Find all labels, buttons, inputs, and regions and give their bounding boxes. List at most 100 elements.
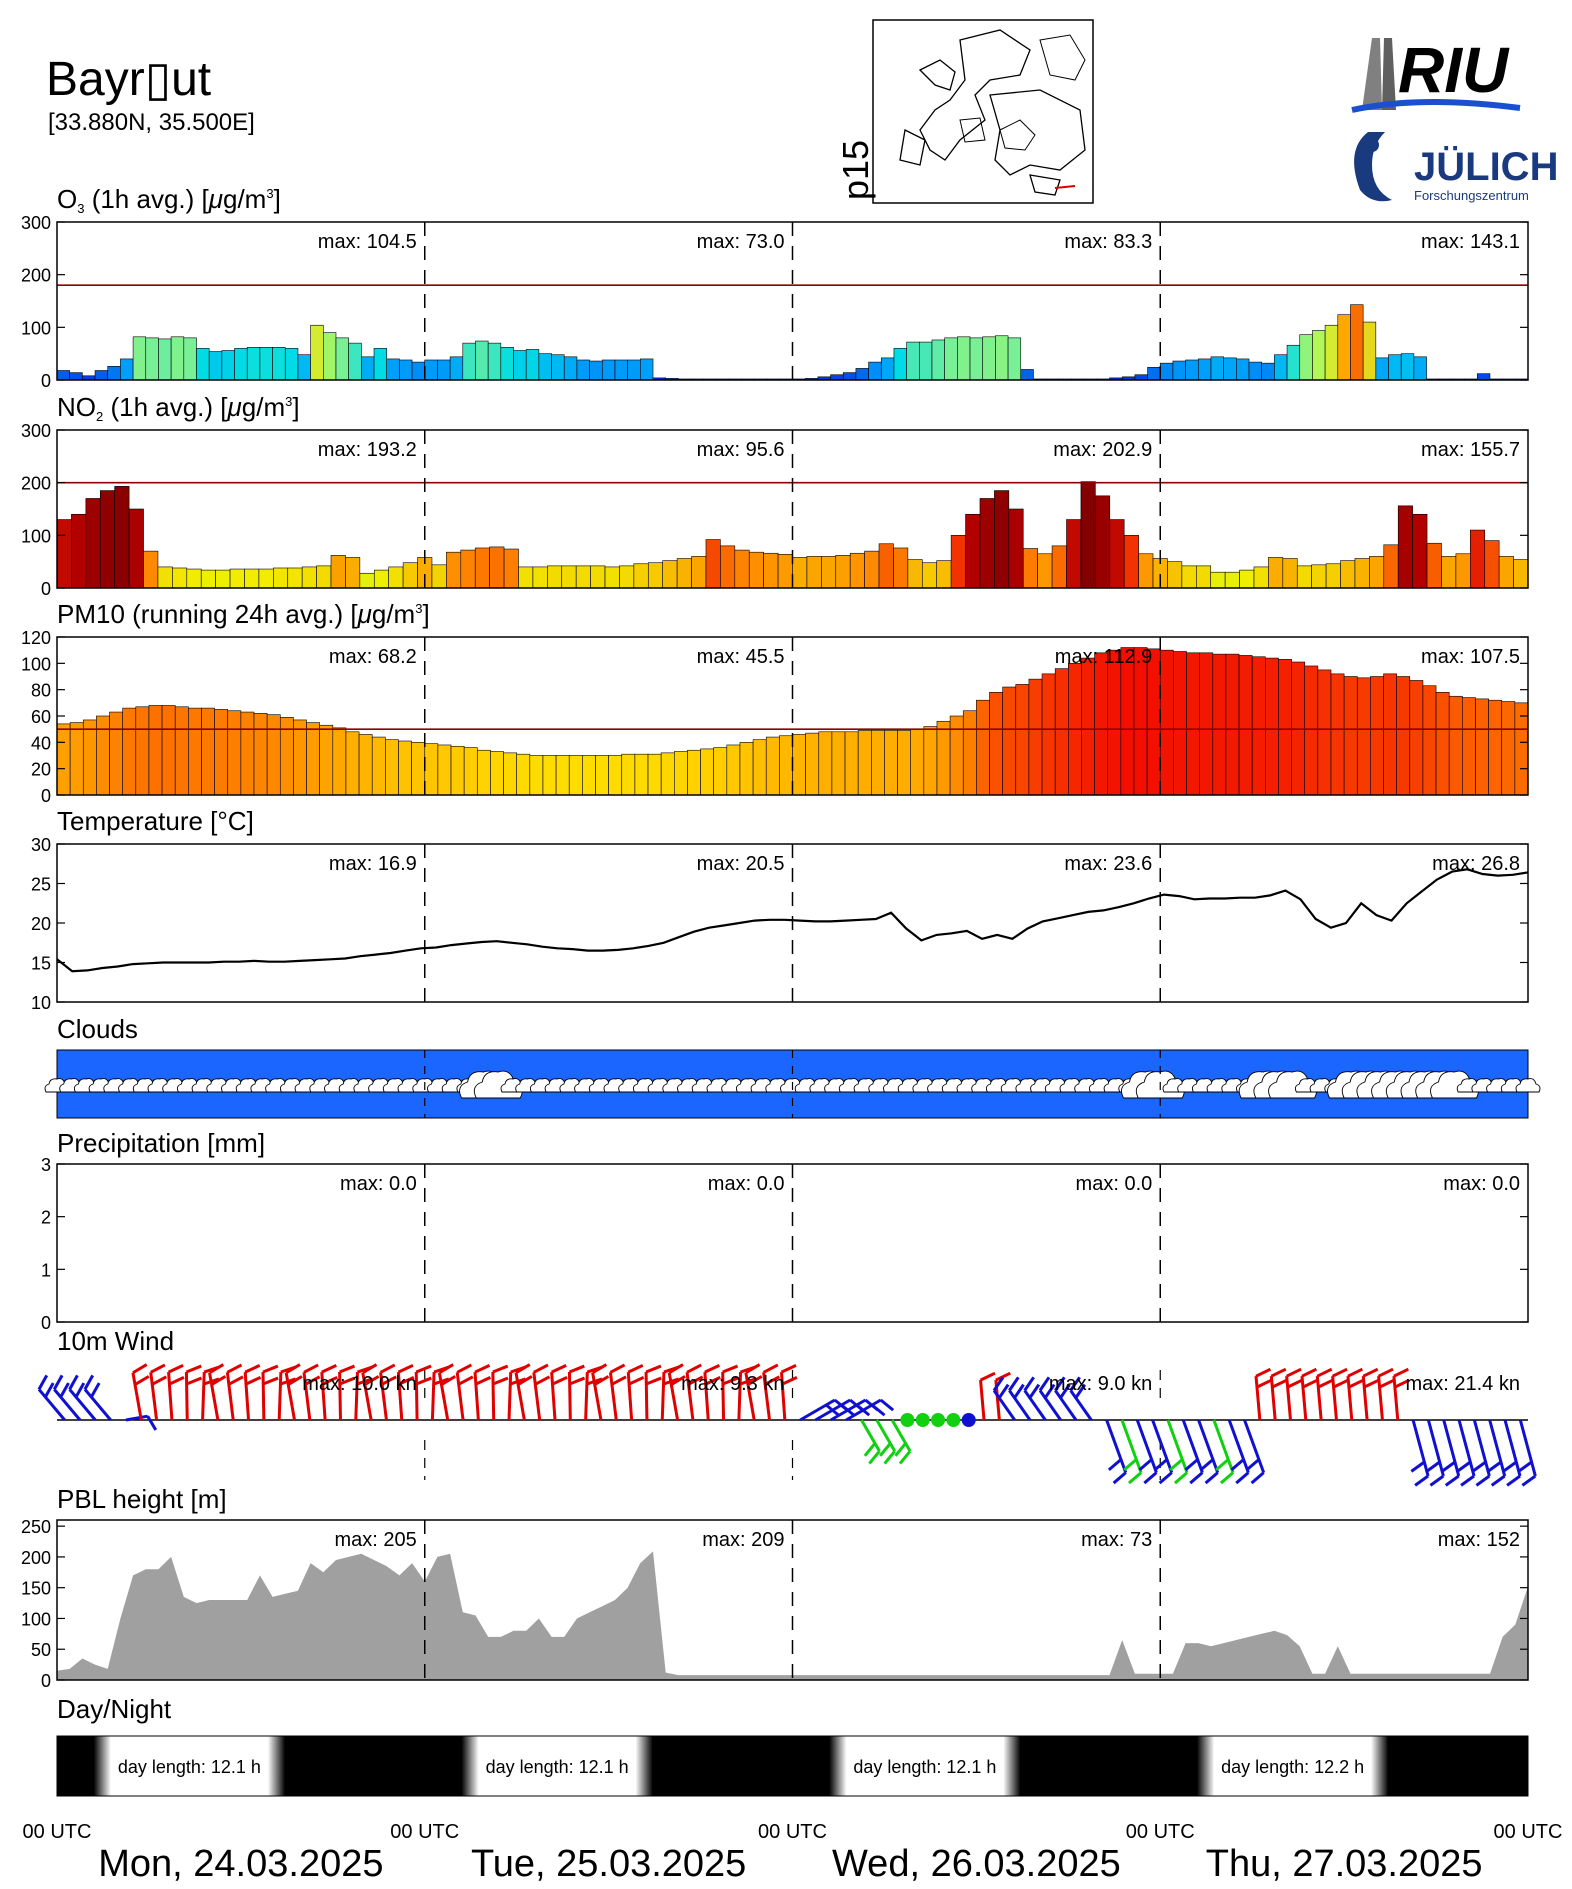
data-bar bbox=[1513, 559, 1529, 589]
day-length-label: day length: 12.1 h bbox=[853, 1757, 996, 1777]
data-bar bbox=[196, 348, 210, 381]
wind-barb-staff bbox=[550, 1372, 557, 1421]
wind-barb-staff bbox=[1181, 1419, 1204, 1474]
data-bar bbox=[1138, 553, 1154, 589]
wind-barb-feather bbox=[1255, 1367, 1272, 1378]
data-bar bbox=[1080, 481, 1096, 589]
data-bar bbox=[1007, 337, 1022, 381]
data-bar bbox=[1022, 548, 1038, 589]
wind-barb-staff bbox=[1331, 1376, 1338, 1421]
wind-barb-feather bbox=[1270, 1367, 1287, 1378]
wind-barb-feather bbox=[151, 1375, 168, 1386]
wind-barb bbox=[361, 1363, 380, 1421]
data-bar bbox=[1238, 655, 1253, 796]
data-bar bbox=[221, 350, 235, 381]
utc-label: 00 UTC bbox=[1494, 1821, 1563, 1843]
data-bar bbox=[1488, 699, 1503, 796]
wind-barb bbox=[68, 1374, 97, 1421]
data-bar bbox=[1441, 556, 1457, 589]
wind-barb-feather bbox=[1393, 1367, 1409, 1378]
data-bar bbox=[831, 731, 846, 796]
data-bar bbox=[777, 553, 793, 589]
data-bar bbox=[259, 347, 273, 381]
wind-barb-feather bbox=[1173, 1471, 1189, 1485]
wind-barb-feather bbox=[1158, 1471, 1173, 1485]
data-bar bbox=[424, 359, 438, 381]
data-bar bbox=[1455, 553, 1471, 589]
wind-barb-staff bbox=[979, 1380, 986, 1421]
utc-label: 00 UTC bbox=[390, 1821, 459, 1843]
daily-max-label: max: 68.2 bbox=[329, 646, 417, 668]
data-bar bbox=[489, 546, 505, 589]
data-bar bbox=[1248, 361, 1262, 381]
data-bar bbox=[272, 347, 286, 381]
wind-barb-staff bbox=[1315, 1376, 1323, 1421]
wind-barb bbox=[225, 1363, 244, 1421]
wind-barb-staff bbox=[1054, 1389, 1078, 1421]
data-bar bbox=[1028, 678, 1043, 796]
wind-barb bbox=[1166, 1419, 1189, 1485]
wind-barb-staff bbox=[1518, 1419, 1537, 1477]
wind-barb-feather bbox=[705, 1376, 721, 1386]
data-bar bbox=[201, 707, 215, 796]
data-bar bbox=[96, 715, 110, 796]
data-bar bbox=[208, 351, 223, 381]
wind-barb bbox=[591, 1363, 610, 1421]
data-bar bbox=[734, 549, 750, 589]
wind-barb-staff bbox=[131, 1372, 143, 1421]
data-bar bbox=[348, 342, 362, 381]
wind-barb-feather bbox=[781, 1376, 798, 1386]
data-bar bbox=[1268, 557, 1284, 589]
data-bar bbox=[513, 350, 527, 381]
data-bar bbox=[979, 498, 995, 589]
wind-barb-feather bbox=[1271, 1378, 1288, 1389]
y-tick-label: 20 bbox=[31, 914, 51, 934]
wind-barb-feather bbox=[68, 1374, 79, 1391]
panel-title-part: 3 bbox=[285, 394, 292, 409]
wind-barb-staff bbox=[491, 1371, 496, 1421]
data-bar bbox=[965, 513, 981, 589]
wind-barb bbox=[1212, 1419, 1235, 1485]
data-bar bbox=[835, 555, 851, 589]
data-bar bbox=[1225, 653, 1240, 796]
wind-barb-feather bbox=[1316, 1367, 1333, 1378]
data-bar bbox=[446, 551, 462, 589]
data-bar bbox=[359, 572, 375, 589]
wind-barb-feather bbox=[670, 1375, 686, 1386]
wind-barb-feather bbox=[226, 1363, 243, 1374]
data-bar bbox=[532, 566, 548, 589]
daily-max-label: max: 9.3 kn bbox=[681, 1373, 784, 1395]
wind-barb-feather bbox=[1008, 1376, 1020, 1392]
data-bar bbox=[871, 730, 885, 796]
wind-barb bbox=[1151, 1419, 1174, 1485]
y-tick-label: 0 bbox=[41, 786, 51, 806]
panel-title-part: μ bbox=[357, 599, 372, 629]
data-bar bbox=[161, 705, 176, 796]
data-bar bbox=[234, 348, 248, 381]
wind-barb-feather bbox=[1023, 1376, 1035, 1392]
data-bar bbox=[474, 547, 490, 589]
data-bar bbox=[662, 560, 678, 589]
data-bar bbox=[361, 356, 375, 381]
data-bar bbox=[1383, 544, 1399, 589]
wind-barb bbox=[626, 1364, 645, 1421]
wind-barb-staff bbox=[414, 1371, 419, 1421]
panel-title-part: μ bbox=[227, 392, 242, 422]
wind-barb-staff bbox=[890, 1419, 912, 1452]
panel-title: PBL height [m] bbox=[57, 1484, 227, 1514]
wind-barb-staff bbox=[167, 1372, 174, 1421]
data-bar bbox=[880, 357, 895, 381]
wind-barb-staff bbox=[455, 1372, 465, 1421]
wind-barb-feather bbox=[37, 1374, 49, 1391]
data-bar bbox=[907, 559, 923, 589]
wind-barb-staff bbox=[1166, 1419, 1189, 1474]
data-bar bbox=[575, 565, 591, 589]
panel-title-part: (1h avg.) [ bbox=[103, 392, 228, 422]
wind-barb bbox=[1425, 1419, 1445, 1487]
wind-barb-staff bbox=[68, 1388, 97, 1421]
wind-barb-feather bbox=[1363, 1378, 1380, 1389]
daily-max-label: max: 23.6 bbox=[1064, 853, 1152, 875]
wind-barb-staff bbox=[437, 1372, 450, 1421]
wind-barb-feather bbox=[322, 1376, 338, 1386]
